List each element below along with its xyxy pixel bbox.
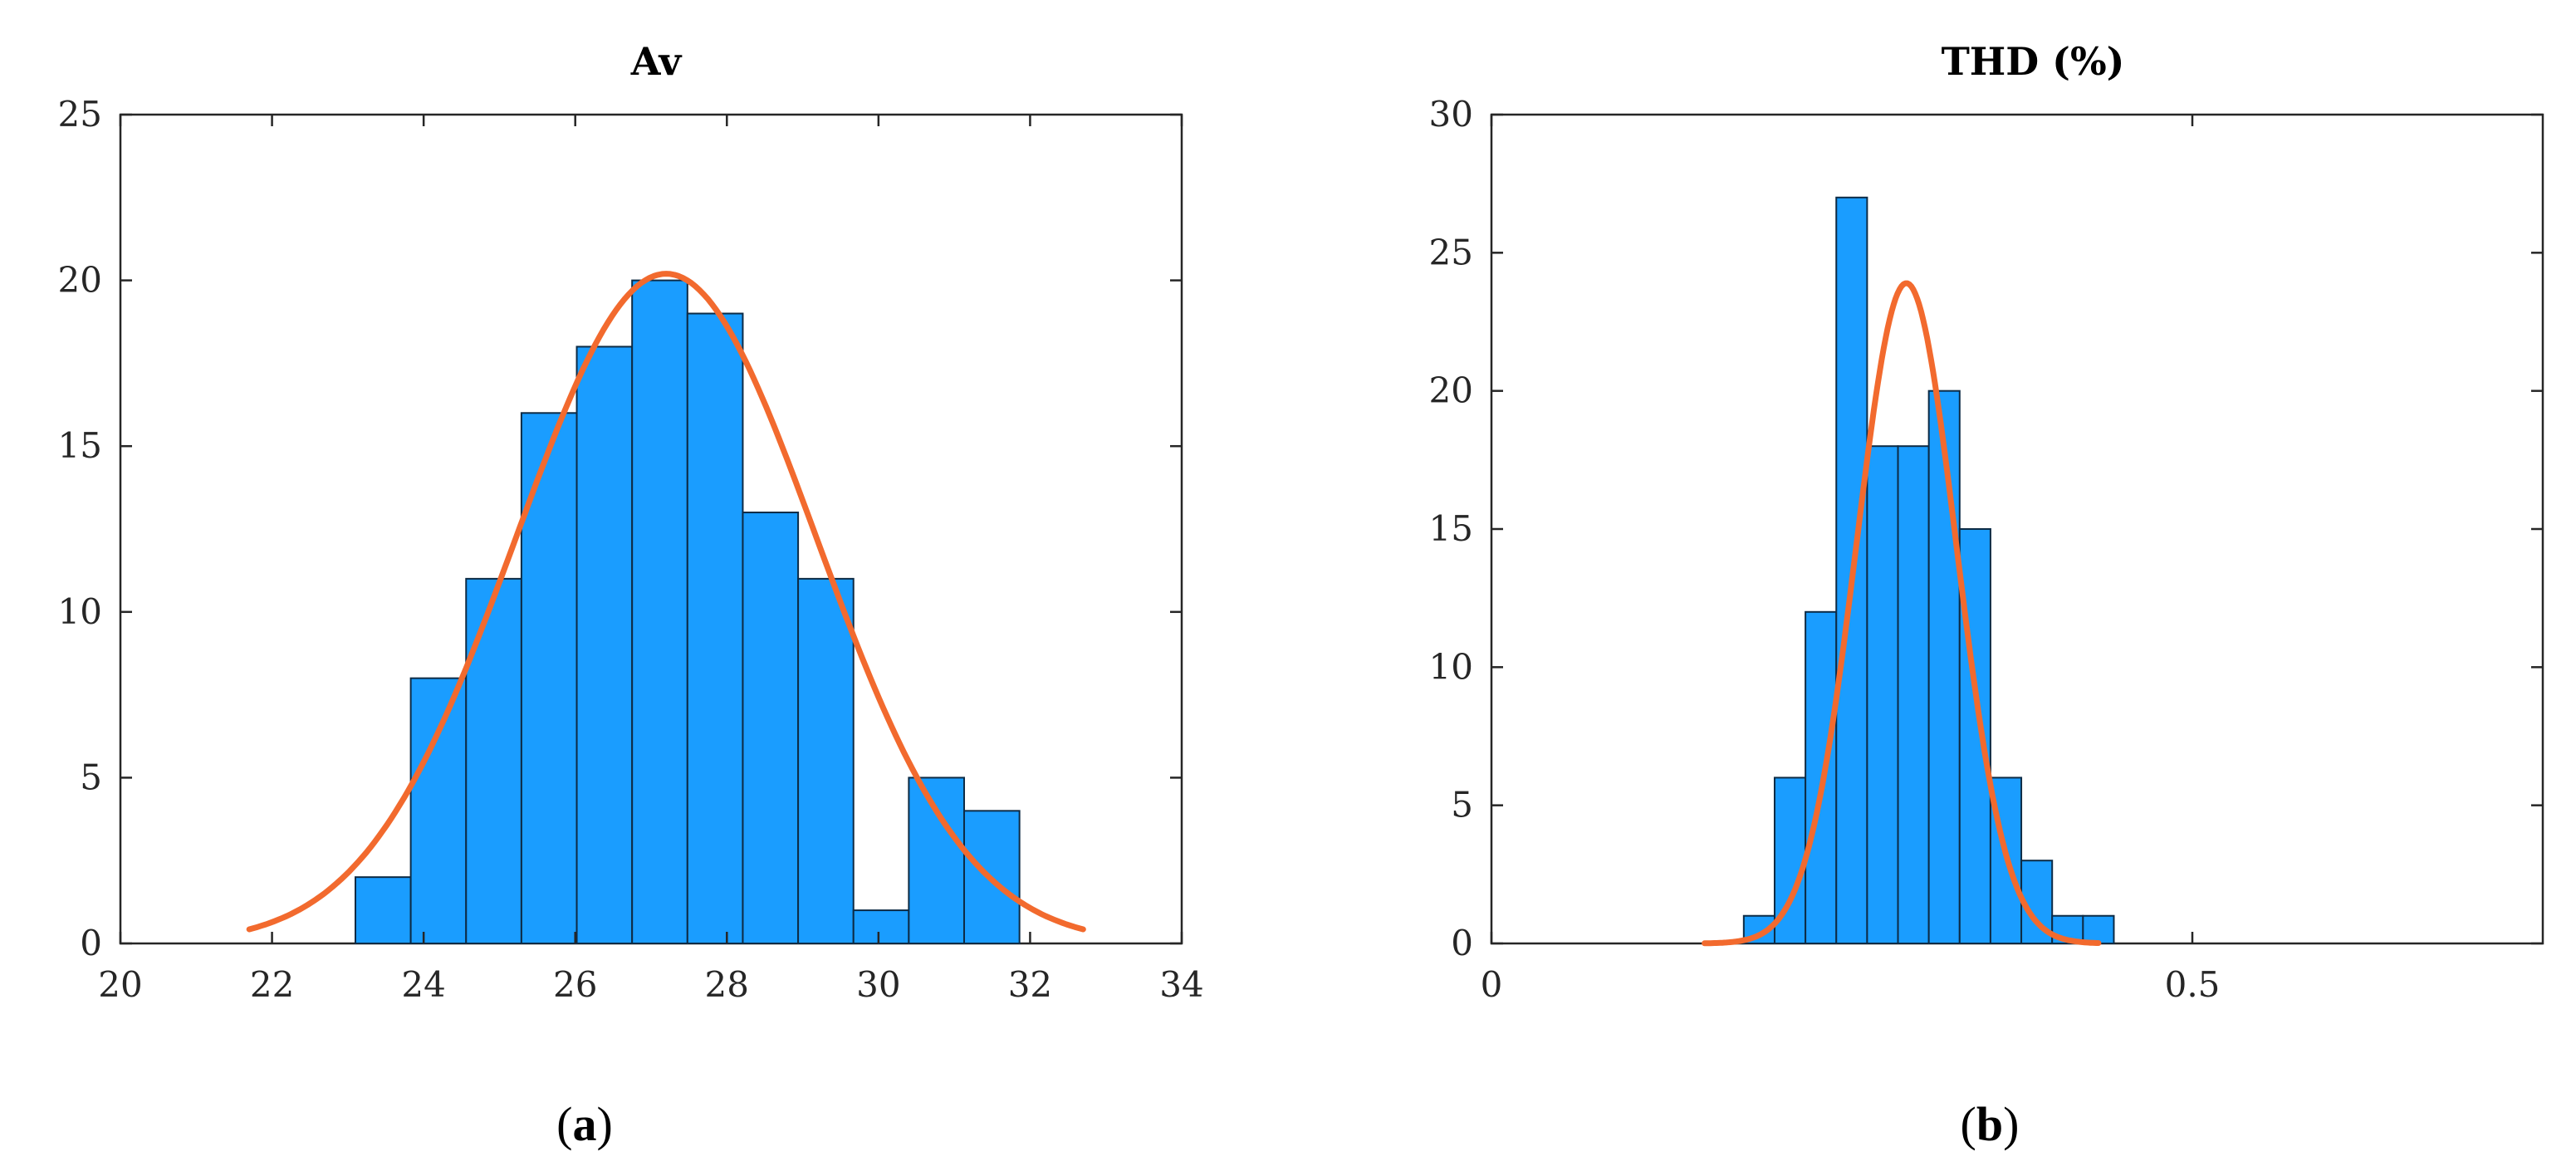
bar-b-11 — [2082, 914, 2115, 944]
ytick-label-a-5: 25 — [58, 94, 102, 135]
ticks-a: 20 22 24 26 28 30 32 34 0 5 10 15 20 25 — [58, 94, 1204, 1005]
xtick-label-a-7: 34 — [1159, 964, 1203, 1005]
bar-a-4 — [575, 345, 634, 944]
fit-curve-a — [246, 271, 1086, 933]
ticks-b: 0 0.5 0 5 10 15 20 25 30 — [1429, 94, 2543, 1005]
xtick-label-a-0: 20 — [98, 964, 142, 1005]
xtick-label-a-3: 26 — [553, 964, 597, 1005]
caption-b: (b) — [1961, 1097, 2020, 1151]
xtick-label-a-6: 32 — [1008, 964, 1052, 1005]
caption-b-close: ) — [2003, 1097, 2019, 1151]
ytick-label-a-1: 5 — [80, 757, 102, 797]
xtick-label-a-5: 30 — [856, 964, 900, 1005]
ytick-label-b-1: 5 — [1451, 785, 1473, 826]
ytick-label-b-4: 20 — [1429, 370, 1473, 411]
xtick-label-a-2: 24 — [401, 964, 445, 1005]
caption-a-close: ) — [597, 1097, 613, 1151]
fit-line-b — [1702, 280, 2102, 947]
bar-a-3 — [520, 412, 578, 944]
ytick-label-a-0: 0 — [80, 923, 102, 963]
xtick-label-b-1: 0.5 — [2165, 964, 2221, 1005]
xtick-label-b-0: 0 — [1481, 964, 1503, 1005]
bar-a-5 — [631, 279, 688, 945]
bar-b-4 — [1866, 445, 1899, 944]
bars-a — [354, 279, 1021, 945]
bar-b-5 — [1897, 445, 1930, 944]
ytick-label-a-3: 15 — [58, 425, 102, 466]
caption-b-letter: b — [1976, 1097, 2003, 1151]
xtick-label-a-4: 28 — [705, 964, 749, 1005]
caption-b-open: ( — [1961, 1097, 1976, 1151]
fit-curve-b — [1702, 280, 2102, 947]
bar-a-8 — [797, 577, 855, 944]
bar-a-9 — [852, 909, 910, 944]
bar-a-10 — [908, 777, 966, 945]
bar-b-2 — [1805, 610, 1838, 944]
histogram-panel-a: Av 20 22 24 26 28 30 32 34 0 5 10 15 20 25 (a) — [58, 39, 1204, 1151]
bars-b — [1742, 196, 2115, 945]
caption-a: (a) — [556, 1097, 613, 1151]
chart-title-b: THD (%) — [1942, 39, 2125, 84]
histogram-panel-b: THD (%) 0 0.5 0 5 10 15 20 25 30 (b) — [1429, 39, 2544, 1151]
ytick-label-a-2: 10 — [58, 591, 102, 632]
caption-a-letter: a — [573, 1097, 597, 1151]
ytick-label-b-5: 25 — [1429, 232, 1473, 272]
fit-line-a — [246, 271, 1086, 933]
ytick-label-b-2: 10 — [1429, 646, 1473, 687]
ytick-label-a-4: 20 — [58, 260, 102, 301]
bar-a-7 — [742, 512, 800, 944]
bar-a-6 — [686, 312, 744, 944]
bar-a-1 — [409, 677, 468, 944]
bar-b-7 — [1958, 528, 1991, 944]
ytick-label-b-3: 15 — [1429, 508, 1473, 549]
chart-title-a: Av — [630, 39, 683, 84]
ytick-label-b-0: 0 — [1451, 923, 1473, 963]
bar-b-6 — [1927, 390, 1961, 944]
bar-a-2 — [465, 577, 522, 944]
bar-a-0 — [354, 876, 412, 945]
ytick-label-b-6: 30 — [1429, 94, 1473, 135]
xtick-label-a-1: 22 — [250, 964, 294, 1005]
caption-a-open: ( — [556, 1097, 572, 1151]
